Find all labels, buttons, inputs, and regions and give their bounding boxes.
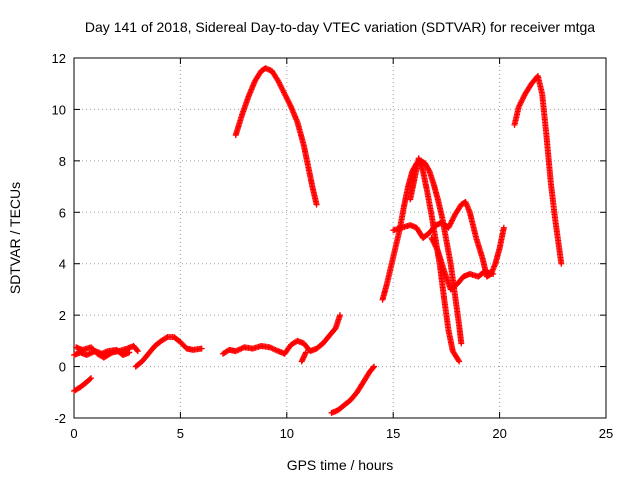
y-tick-label: 12 [52, 51, 66, 66]
data-point [302, 349, 309, 356]
data-point [558, 260, 565, 267]
data-point [500, 224, 507, 231]
y-axis-label: SDTVAR / TECUs [7, 182, 23, 294]
data-point [133, 347, 140, 354]
x-tick-label: 0 [70, 426, 77, 441]
plot-frame [73, 57, 607, 419]
data-point [456, 358, 463, 365]
y-tick-label: 10 [52, 102, 66, 117]
data-point [490, 271, 497, 277]
x-tick-labels: 0 5 10 15 20 25 [70, 426, 613, 441]
y-tick-label: 0 [59, 360, 66, 375]
x-tick-label: 10 [280, 426, 294, 441]
data-point [458, 340, 465, 347]
data-point [198, 345, 205, 352]
x-axis-label: GPS time / hours [287, 457, 394, 473]
data-point [425, 166, 432, 173]
y-tick-label: 2 [59, 308, 66, 323]
data-point [371, 363, 378, 370]
data-point [163, 334, 170, 341]
axis-ticks [73, 57, 607, 419]
data-point [134, 348, 141, 355]
y-tick-label: 8 [59, 154, 66, 169]
x-tick-label: 25 [599, 426, 613, 441]
data-point [313, 201, 320, 208]
y-tick-label: 6 [59, 205, 66, 220]
chart-title: Day 141 of 2018, Sidereal Day-to-day VTE… [85, 19, 595, 35]
data-point [86, 376, 93, 383]
data-point [455, 357, 462, 364]
grid-lines [74, 58, 606, 418]
y-tick-labels: -2 0 2 4 6 8 10 12 [52, 51, 66, 426]
x-tick-label: 20 [492, 426, 506, 441]
x-tick-label: 15 [386, 426, 400, 441]
data-point [88, 375, 95, 382]
y-tick-label: 4 [59, 257, 66, 272]
data-series [71, 65, 565, 416]
data-point [370, 364, 377, 371]
y-tick-label: -2 [54, 411, 66, 426]
data-point [337, 312, 343, 319]
x-tick-label: 5 [177, 426, 184, 441]
